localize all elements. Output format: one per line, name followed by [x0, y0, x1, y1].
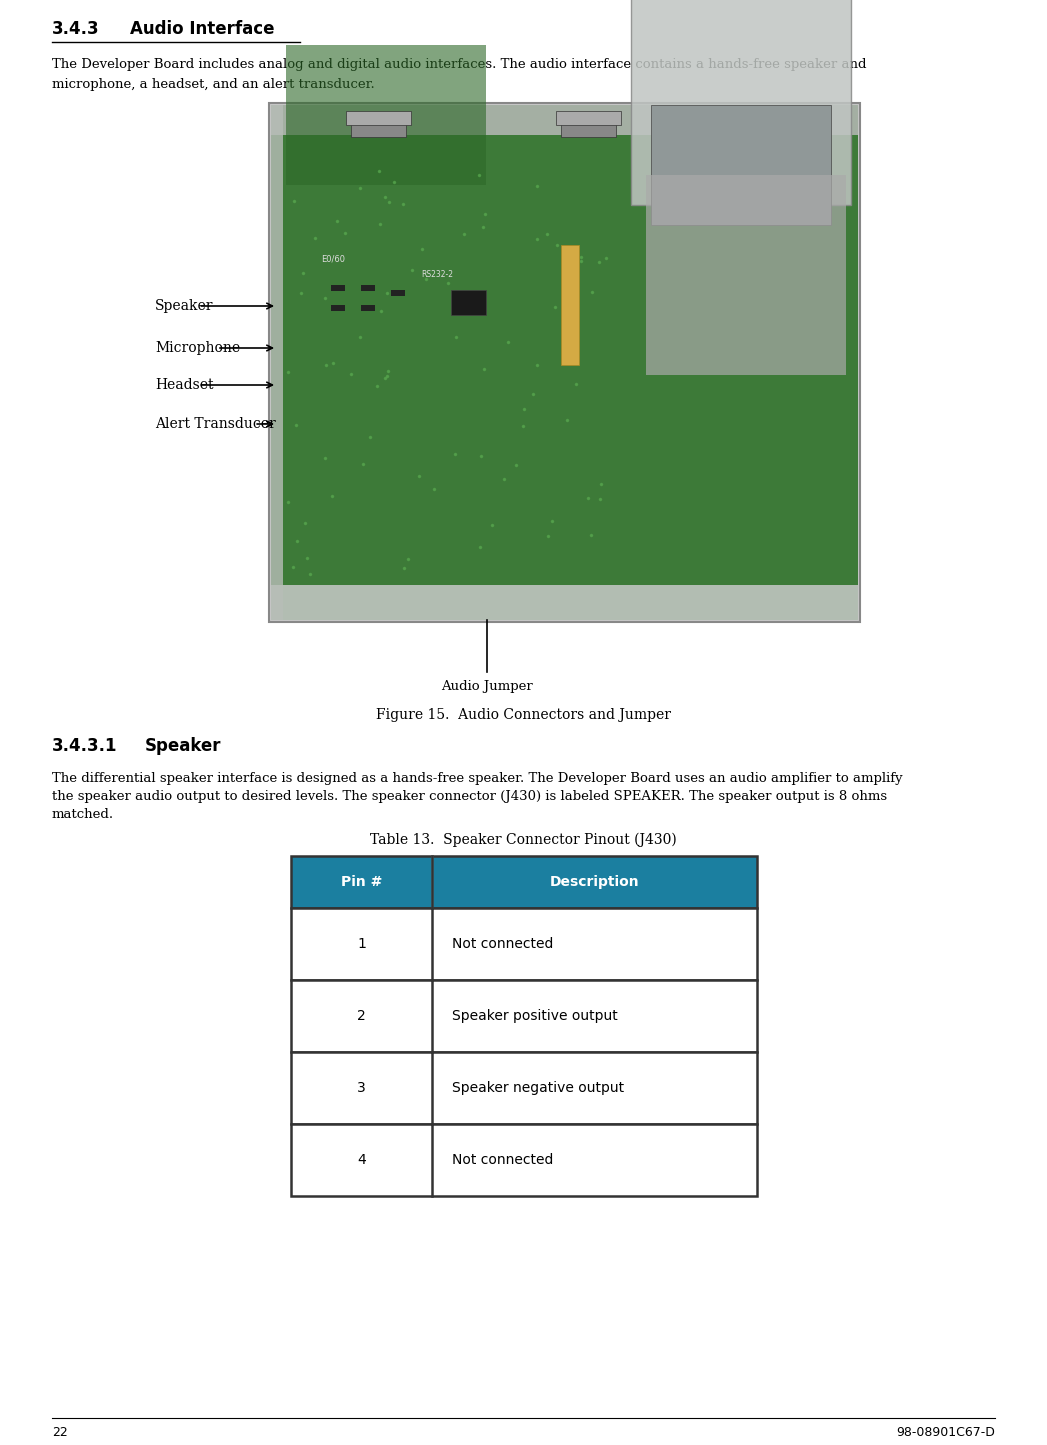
- Text: 98-08901C67-D: 98-08901C67-D: [896, 1426, 995, 1439]
- Text: Headset: Headset: [155, 379, 214, 392]
- Bar: [391, 290, 405, 296]
- Bar: [346, 111, 411, 126]
- Bar: [561, 116, 616, 137]
- Bar: [351, 116, 406, 137]
- Text: Figure 15.  Audio Connectors and Jumper: Figure 15. Audio Connectors and Jumper: [376, 708, 670, 722]
- Text: Speaker: Speaker: [155, 299, 214, 314]
- Bar: [361, 285, 375, 290]
- Text: Not connected: Not connected: [452, 1153, 554, 1168]
- Bar: [331, 285, 346, 290]
- Text: 1: 1: [357, 936, 366, 951]
- Bar: [291, 1124, 757, 1196]
- Bar: [286, 45, 486, 185]
- Bar: [271, 105, 857, 134]
- Bar: [291, 1052, 757, 1124]
- Text: 2: 2: [357, 1009, 365, 1023]
- Bar: [291, 907, 757, 980]
- Text: matched.: matched.: [52, 808, 114, 821]
- Bar: [361, 305, 375, 311]
- Bar: [271, 105, 857, 620]
- Text: Speaker positive output: Speaker positive output: [452, 1009, 618, 1023]
- Text: The differential speaker interface is designed as a hands-free speaker. The Deve: The differential speaker interface is de…: [52, 772, 903, 785]
- Text: Microphone: Microphone: [155, 341, 240, 355]
- Text: 22: 22: [52, 1426, 68, 1439]
- Text: RS232-2: RS232-2: [421, 270, 453, 279]
- Bar: [561, 246, 579, 366]
- Text: the speaker audio output to desired levels. The speaker connector (J430) is labe: the speaker audio output to desired leve…: [52, 790, 887, 803]
- Text: The Developer Board includes analog and digital audio interfaces. The audio inte: The Developer Board includes analog and …: [52, 58, 867, 71]
- Bar: [269, 103, 860, 621]
- Text: Description: Description: [550, 876, 640, 889]
- Bar: [651, 105, 831, 225]
- Text: Speaker negative output: Speaker negative output: [452, 1081, 624, 1095]
- Text: 3.4.3: 3.4.3: [52, 20, 99, 38]
- Bar: [646, 175, 846, 376]
- Bar: [556, 111, 621, 126]
- Text: 3.4.3.1: 3.4.3.1: [52, 737, 117, 754]
- Text: Speaker: Speaker: [144, 737, 222, 754]
- Bar: [271, 105, 283, 620]
- Text: Audio Interface: Audio Interface: [130, 20, 274, 38]
- Bar: [631, 0, 851, 205]
- Text: Pin #: Pin #: [341, 876, 382, 889]
- Text: 4: 4: [357, 1153, 365, 1168]
- Text: E0/60: E0/60: [321, 254, 346, 264]
- Text: Audio Jumper: Audio Jumper: [441, 681, 533, 694]
- Bar: [291, 855, 757, 907]
- Bar: [331, 305, 346, 311]
- Text: Table 13.  Speaker Connector Pinout (J430): Table 13. Speaker Connector Pinout (J430…: [370, 832, 676, 847]
- Text: Alert Transducer: Alert Transducer: [155, 418, 275, 431]
- Text: Not connected: Not connected: [452, 936, 554, 951]
- Text: microphone, a headset, and an alert transducer.: microphone, a headset, and an alert tran…: [52, 78, 375, 91]
- Bar: [271, 585, 857, 620]
- Bar: [291, 980, 757, 1052]
- Bar: [451, 290, 486, 315]
- Text: 3: 3: [357, 1081, 365, 1095]
